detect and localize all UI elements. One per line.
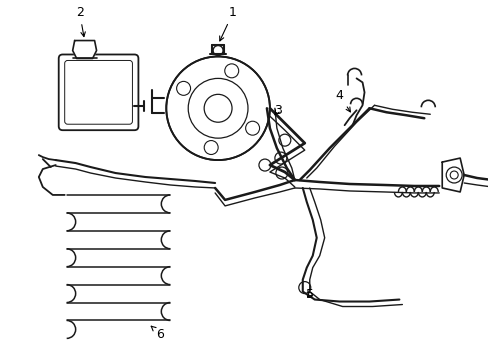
FancyBboxPatch shape — [64, 60, 132, 124]
Circle shape — [166, 57, 269, 160]
Text: 5: 5 — [305, 288, 313, 301]
Text: 2: 2 — [76, 6, 85, 37]
Text: 3: 3 — [273, 104, 281, 117]
Text: 4: 4 — [335, 89, 350, 112]
Polygon shape — [73, 41, 96, 58]
Text: 6: 6 — [151, 326, 164, 341]
FancyBboxPatch shape — [59, 54, 138, 130]
Text: 1: 1 — [219, 6, 237, 41]
